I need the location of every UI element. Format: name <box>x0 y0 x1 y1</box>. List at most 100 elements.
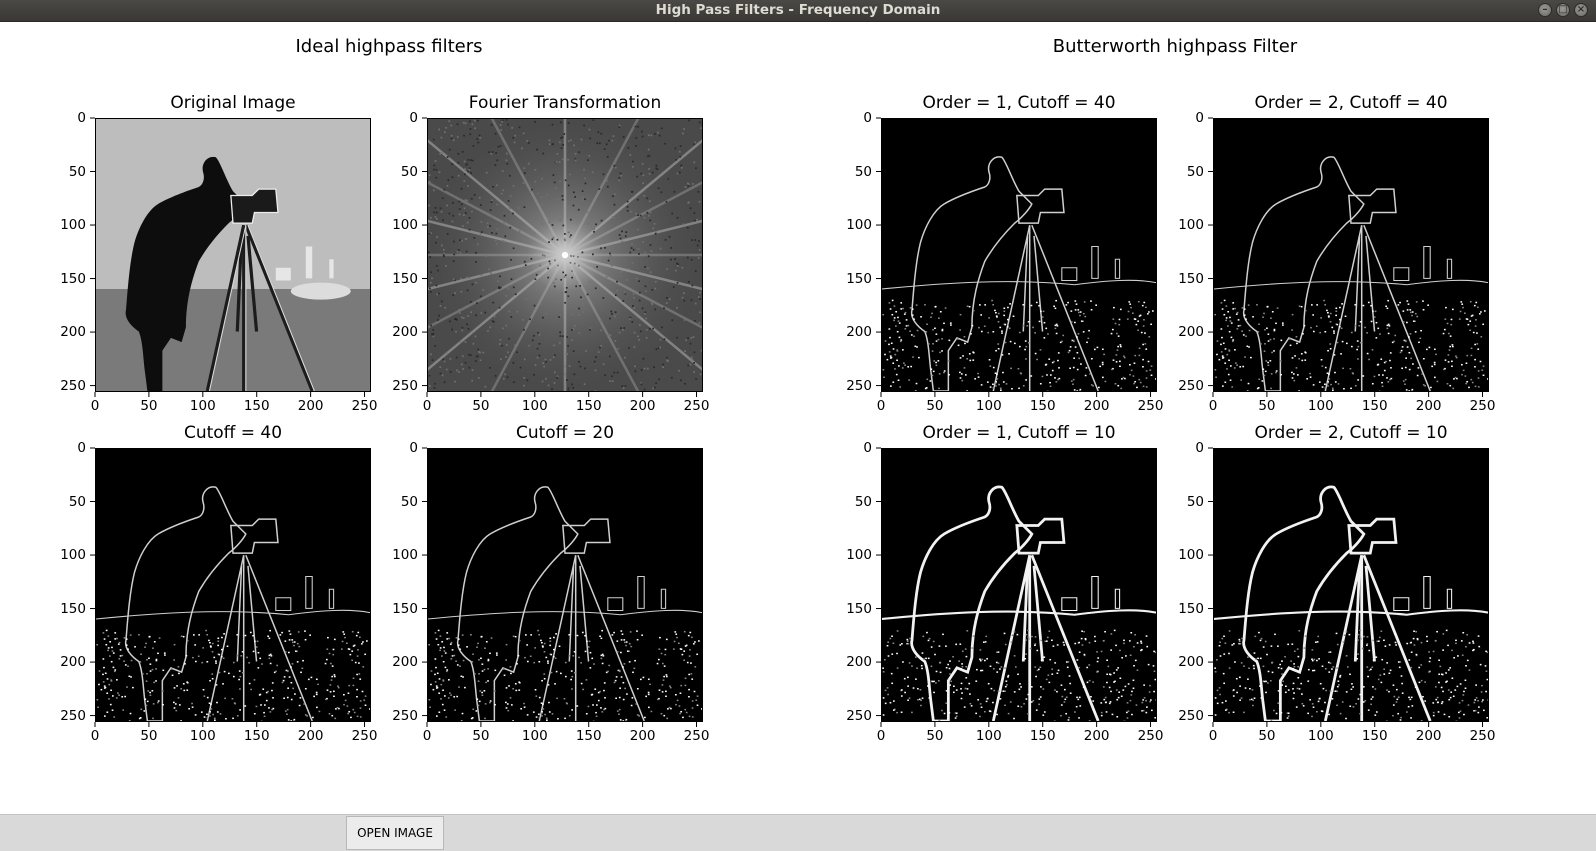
x-tick-label: 250 <box>1137 728 1164 744</box>
butterworth-order1-cutoff10-tick-marks <box>876 447 1152 727</box>
y-tick-label: 250 <box>60 707 86 724</box>
ideal-cutoff-40-title: Cutoff = 40 <box>183 423 283 443</box>
x-tick-label: 0 <box>90 398 100 414</box>
butterworth-order1-cutoff40-tick-marks <box>876 117 1152 397</box>
x-tick-label: 150 <box>1029 728 1056 744</box>
x-tick-label: 250 <box>351 728 378 744</box>
butterworth-order1-cutoff40-title: Order = 1, Cutoff = 40 <box>922 93 1116 113</box>
y-tick-label: 100 <box>846 217 872 234</box>
butterworth-order2-cutoff10-title: Order = 2, Cutoff = 10 <box>1254 423 1448 443</box>
butterworth-section-title: Butterworth highpass Filter <box>1052 36 1298 57</box>
x-tick-label: 50 <box>472 398 490 414</box>
butterworth-order1-cutoff10-title: Order = 1, Cutoff = 10 <box>922 423 1116 443</box>
x-tick-label: 150 <box>1361 398 1388 414</box>
butterworth-order1-cutoff40-image <box>882 119 1156 391</box>
x-tick-label: 100 <box>521 398 548 414</box>
close-icon[interactable]: × <box>1574 3 1588 17</box>
y-tick-label: 250 <box>392 377 418 394</box>
x-tick-label: 50 <box>140 398 158 414</box>
y-tick-label: 200 <box>1178 654 1204 671</box>
x-tick-label: 200 <box>629 728 656 744</box>
window-controls: – □ × <box>1538 3 1588 17</box>
maximize-icon[interactable]: □ <box>1556 3 1570 17</box>
x-tick-label: 50 <box>140 728 158 744</box>
x-tick-label: 150 <box>1029 398 1056 414</box>
ideal-cutoff-20-tick-marks <box>422 447 698 727</box>
y-tick-label: 0 <box>409 440 418 456</box>
y-tick-label: 250 <box>846 377 872 394</box>
ideal-section-title: Ideal highpass filters <box>295 36 483 57</box>
butterworth-order2-cutoff10-tick-marks <box>1208 447 1484 727</box>
ideal-cutoff-20-axes <box>427 448 703 722</box>
x-tick-label: 100 <box>521 728 548 744</box>
fourier-transformation-image <box>428 119 702 391</box>
y-tick-label: 200 <box>60 324 86 341</box>
x-tick-label: 200 <box>1415 728 1442 744</box>
x-tick-label: 100 <box>975 728 1002 744</box>
y-tick-label: 0 <box>863 110 872 126</box>
y-tick-label: 50 <box>400 163 418 180</box>
x-tick-label: 100 <box>975 398 1002 414</box>
y-tick-label: 0 <box>409 110 418 126</box>
x-tick-label: 200 <box>1415 398 1442 414</box>
y-tick-label: 200 <box>60 654 86 671</box>
x-tick-label: 0 <box>1208 398 1218 414</box>
x-tick-label: 250 <box>1469 398 1496 414</box>
open-image-button[interactable]: OPEN IMAGE <box>346 816 444 850</box>
butterworth-order2-cutoff40-image <box>1214 119 1488 391</box>
y-tick-label: 250 <box>1178 377 1204 394</box>
minimize-icon[interactable]: – <box>1538 3 1552 17</box>
original-image-axes <box>95 118 371 392</box>
y-tick-label: 250 <box>846 707 872 724</box>
y-tick-label: 100 <box>392 217 418 234</box>
y-tick-label: 100 <box>392 547 418 564</box>
original-image-tick-marks <box>90 117 366 397</box>
x-tick-label: 200 <box>1083 728 1110 744</box>
x-tick-label: 50 <box>1258 728 1276 744</box>
y-tick-label: 200 <box>846 324 872 341</box>
x-tick-label: 200 <box>1083 398 1110 414</box>
y-tick-label: 150 <box>60 600 86 617</box>
x-tick-label: 0 <box>422 398 432 414</box>
y-tick-label: 50 <box>400 493 418 510</box>
y-tick-label: 150 <box>846 600 872 617</box>
x-tick-label: 150 <box>575 398 602 414</box>
x-tick-label: 50 <box>926 398 944 414</box>
butterworth-order1-cutoff10-image <box>882 449 1156 721</box>
bottom-toolbar: OPEN IMAGE <box>0 814 1596 851</box>
y-tick-label: 50 <box>1186 163 1204 180</box>
y-tick-label: 50 <box>68 493 86 510</box>
x-tick-label: 0 <box>876 728 886 744</box>
ideal-cutoff-40-axes <box>95 448 371 722</box>
figure-canvas: Ideal highpass filters Butterworth highp… <box>0 22 1596 814</box>
window-title: High Pass Filters - Frequency Domain <box>655 2 941 18</box>
x-tick-label: 100 <box>1307 728 1334 744</box>
x-tick-label: 150 <box>243 398 270 414</box>
butterworth-order2-cutoff10-image <box>1214 449 1488 721</box>
fourier-transformation-tick-marks <box>422 117 698 397</box>
x-tick-label: 50 <box>472 728 490 744</box>
y-tick-label: 150 <box>392 600 418 617</box>
x-tick-label: 250 <box>683 728 710 744</box>
y-tick-label: 0 <box>77 110 86 126</box>
butterworth-order2-cutoff40-axes <box>1213 118 1489 392</box>
ideal-cutoff-20-image <box>428 449 702 721</box>
ideal-cutoff-20-title: Cutoff = 20 <box>515 423 615 443</box>
y-tick-label: 0 <box>1195 110 1204 126</box>
y-tick-label: 50 <box>854 163 872 180</box>
x-tick-label: 100 <box>1307 398 1334 414</box>
y-tick-label: 250 <box>60 377 86 394</box>
x-tick-label: 250 <box>1469 728 1496 744</box>
original-image-title: Original Image <box>170 93 296 113</box>
x-tick-label: 50 <box>926 728 944 744</box>
x-tick-label: 100 <box>189 398 216 414</box>
window-titlebar: High Pass Filters - Frequency Domain – □… <box>0 0 1596 22</box>
y-tick-label: 0 <box>77 440 86 456</box>
y-tick-label: 100 <box>1178 547 1204 564</box>
y-tick-label: 150 <box>1178 600 1204 617</box>
x-tick-label: 200 <box>297 728 324 744</box>
x-tick-label: 150 <box>575 728 602 744</box>
y-tick-label: 100 <box>846 547 872 564</box>
original-image-image <box>96 119 370 391</box>
butterworth-order2-cutoff40-tick-marks <box>1208 117 1484 397</box>
